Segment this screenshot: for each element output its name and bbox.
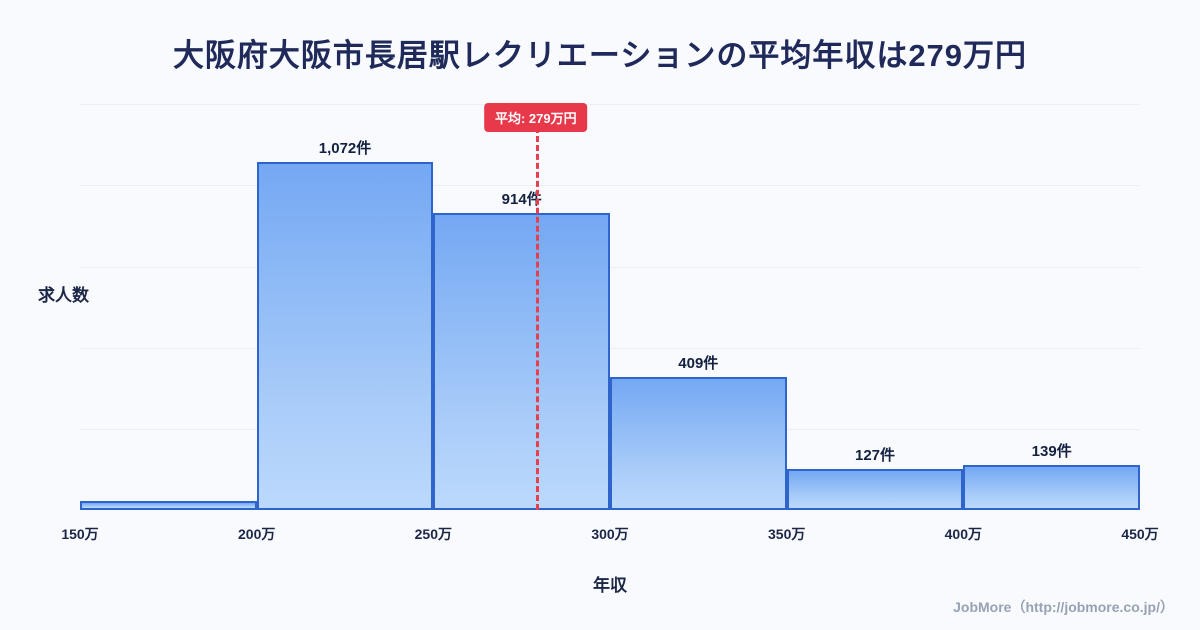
histogram-bar [80, 500, 257, 510]
chart-title: 大阪府大阪市長居駅レクリエーションの平均年収は279万円 [172, 38, 1028, 73]
x-tick-label: 250万 [414, 526, 452, 542]
histogram-bar [786, 468, 964, 510]
bar-value-label: 409件 [678, 355, 719, 373]
gridline [80, 347, 1140, 349]
histogram-bar [963, 464, 1140, 510]
x-tick-label: 350万 [768, 526, 806, 542]
x-tick-label: 150万 [61, 526, 99, 542]
x-tick-label: 200万 [238, 526, 276, 542]
bar-value-label: 139件 [1031, 442, 1072, 460]
bar-value-label: 914件 [501, 191, 542, 209]
bar-value-label: 127件 [854, 446, 896, 464]
gridline [80, 104, 1140, 106]
histogram-bar [256, 162, 434, 510]
average-badge: 平均: 279万円 [483, 103, 588, 132]
gridline [80, 185, 1140, 187]
footer-credit: JobMore（http://jobmore.co.jp/） [953, 599, 1174, 615]
x-tick-label: 450万 [1121, 526, 1159, 542]
histogram-bar [610, 377, 787, 510]
x-tick-label: 400万 [944, 526, 982, 542]
x-axis-title: 年収 [593, 576, 627, 595]
y-axis-title: 求人数 [38, 286, 89, 305]
bar-value-label: 1,072件 [318, 140, 372, 157]
histogram-bar [433, 213, 610, 510]
x-tick-label: 300万 [591, 526, 629, 542]
gridline [80, 266, 1140, 268]
average-line [535, 127, 539, 510]
